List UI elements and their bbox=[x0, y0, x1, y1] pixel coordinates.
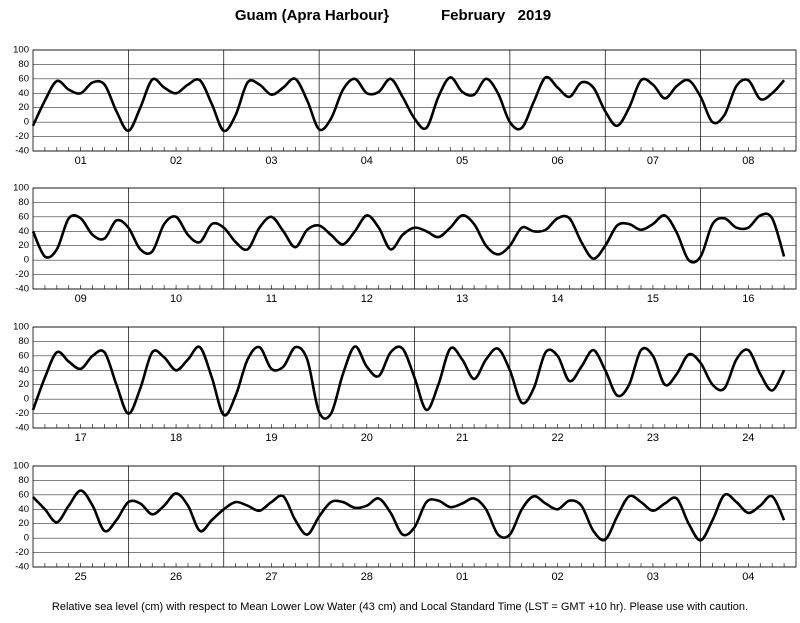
y-tick-label: 60 bbox=[18, 211, 29, 222]
chart-subtitle: February 2019 bbox=[441, 7, 551, 24]
x-tick-label: 13 bbox=[456, 293, 468, 305]
y-tick-label: 40 bbox=[18, 226, 29, 237]
x-tick-label: 26 bbox=[170, 571, 182, 583]
y-tick-label: 80 bbox=[18, 336, 29, 347]
x-tick-label: 15 bbox=[647, 293, 659, 305]
x-tick-label: 22 bbox=[551, 432, 563, 444]
x-tick-label: 19 bbox=[265, 432, 277, 444]
tide-line bbox=[31, 345, 786, 420]
y-tick-label: 80 bbox=[18, 475, 29, 486]
x-tick-label: 27 bbox=[265, 571, 277, 583]
x-tick-label: 04 bbox=[361, 155, 373, 167]
x-tick-label: 14 bbox=[551, 293, 563, 305]
x-tick-label: 24 bbox=[742, 432, 754, 444]
y-tick-label: 60 bbox=[18, 489, 29, 500]
y-tick-label: 20 bbox=[18, 379, 29, 390]
y-tick-label: 0 bbox=[24, 255, 29, 266]
x-tick-label: 10 bbox=[170, 293, 182, 305]
y-tick-label: 0 bbox=[24, 394, 29, 405]
y-tick-label: 20 bbox=[18, 102, 29, 113]
x-tick-label: 20 bbox=[361, 432, 373, 444]
x-tick-label: 03 bbox=[647, 571, 659, 583]
footnote: Relative sea level (cm) with respect to … bbox=[52, 601, 748, 613]
y-tick-label: 20 bbox=[18, 518, 29, 529]
x-tick-label: 02 bbox=[170, 155, 182, 167]
y-tick-label: -20 bbox=[15, 547, 29, 558]
x-tick-label: 11 bbox=[266, 293, 277, 305]
x-tick-label: 03 bbox=[265, 155, 277, 167]
y-tick-label: -20 bbox=[15, 408, 29, 419]
y-tick-label: 80 bbox=[18, 59, 29, 70]
x-tick-label: 18 bbox=[170, 432, 182, 444]
tide-line bbox=[32, 489, 786, 542]
x-tick-label: 05 bbox=[456, 155, 468, 167]
x-tick-label: 25 bbox=[75, 571, 87, 583]
x-tick-label: 06 bbox=[551, 155, 563, 167]
x-tick-label: 02 bbox=[551, 571, 563, 583]
x-tick-label: 16 bbox=[742, 293, 754, 305]
y-tick-label: 40 bbox=[18, 88, 29, 99]
y-tick-label: 40 bbox=[18, 365, 29, 376]
y-tick-label: 60 bbox=[18, 73, 29, 84]
x-tick-label: 07 bbox=[647, 155, 659, 167]
tide-line bbox=[31, 212, 786, 264]
tide-line bbox=[31, 75, 786, 133]
y-tick-label: -40 bbox=[15, 423, 29, 434]
y-tick-label: 100 bbox=[13, 183, 29, 194]
y-tick-label: -20 bbox=[15, 131, 29, 142]
x-tick-label: 28 bbox=[361, 571, 373, 583]
x-tick-label: 01 bbox=[75, 155, 87, 167]
x-tick-label: 12 bbox=[361, 293, 373, 305]
y-tick-label: 100 bbox=[13, 461, 29, 472]
y-tick-label: 100 bbox=[13, 322, 29, 333]
x-tick-label: 17 bbox=[75, 432, 87, 444]
y-tick-label: 60 bbox=[18, 350, 29, 361]
x-tick-label: 21 bbox=[456, 432, 468, 444]
x-tick-label: 01 bbox=[456, 571, 468, 583]
y-tick-label: 0 bbox=[24, 117, 29, 128]
x-tick-label: 08 bbox=[742, 155, 754, 167]
x-tick-label: 09 bbox=[75, 293, 87, 305]
y-tick-label: 0 bbox=[24, 533, 29, 544]
y-tick-label: -20 bbox=[15, 269, 29, 280]
y-tick-label: 20 bbox=[18, 240, 29, 251]
chart-title: Guam (Apra Harbour} bbox=[235, 7, 389, 24]
x-tick-label: 23 bbox=[647, 432, 659, 444]
y-tick-label: 40 bbox=[18, 504, 29, 515]
y-tick-label: -40 bbox=[15, 562, 29, 573]
y-tick-label: 80 bbox=[18, 197, 29, 208]
y-tick-label: 100 bbox=[13, 45, 29, 56]
x-tick-label: 04 bbox=[742, 571, 754, 583]
y-tick-label: -40 bbox=[15, 146, 29, 157]
y-tick-label: -40 bbox=[15, 284, 29, 295]
